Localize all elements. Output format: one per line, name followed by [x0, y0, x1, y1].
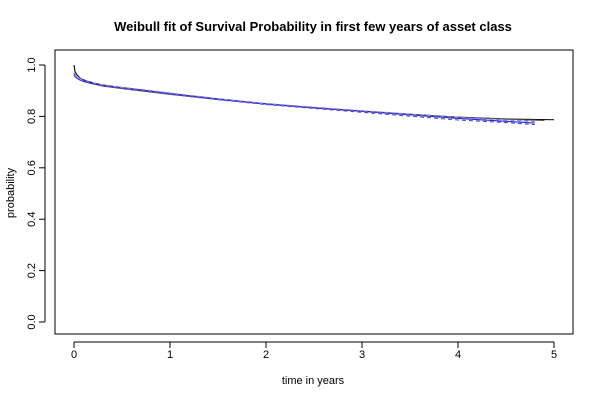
y-axis-label: probability — [5, 167, 17, 218]
plot-frame — [54, 49, 574, 335]
series-line-4 — [73, 74, 535, 126]
x-tick-label: 2 — [263, 349, 269, 361]
y-tick-label: 0.6 — [26, 160, 38, 175]
x-axis-label: time in years — [282, 375, 345, 387]
x-tick-label: 3 — [359, 349, 365, 361]
y-tick-label: 0.8 — [26, 109, 38, 124]
series-line-3 — [73, 73, 535, 124]
chart-title: Weibull fit of Survival Probability in f… — [114, 19, 512, 34]
series-lines — [73, 64, 555, 126]
x-tick-label: 5 — [551, 349, 557, 361]
series-line-2 — [73, 72, 545, 122]
series-line-5 — [73, 72, 535, 123]
x-axis: 0 1 2 3 4 5 — [71, 341, 557, 361]
y-axis: 0.0 0.2 0.4 0.6 0.8 1.0 — [26, 57, 46, 330]
x-tick-label: 4 — [455, 349, 461, 361]
y-tick-label: 1.0 — [26, 57, 38, 72]
y-tick-label: 0.4 — [26, 212, 38, 227]
x-tick-label: 0 — [71, 349, 77, 361]
y-tick-label: 0.0 — [26, 314, 38, 329]
series-line-1 — [73, 64, 555, 121]
x-tick-label: 1 — [167, 349, 173, 361]
y-tick-label: 0.2 — [26, 263, 38, 278]
